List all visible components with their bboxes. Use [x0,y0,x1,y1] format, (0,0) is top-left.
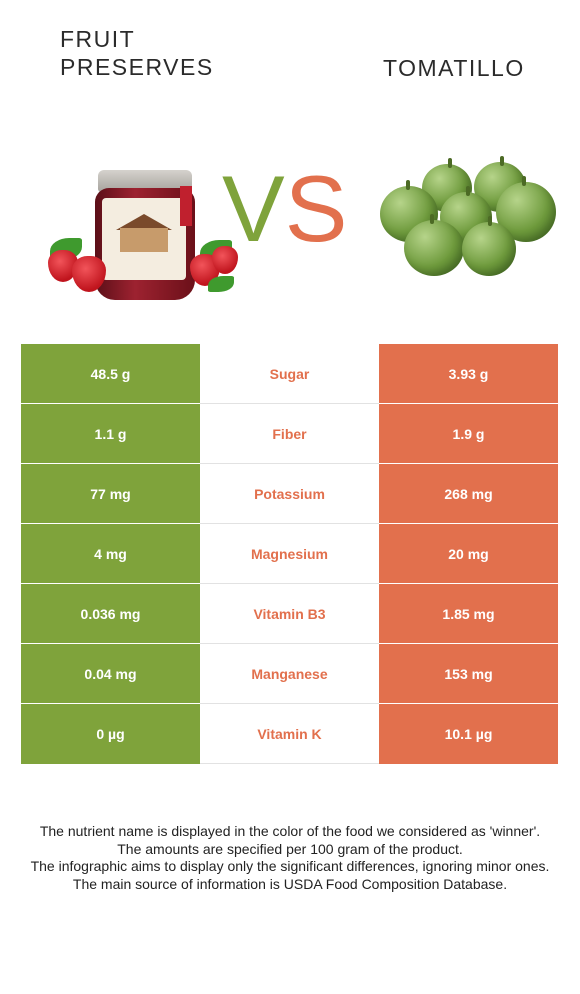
table-row: 0.04 mg Manganese 153 mg [21,644,558,704]
nutrient-name: Vitamin B3 [200,584,379,644]
tomatillo-fruit-icon [462,216,516,276]
right-value: 20 mg [379,524,558,584]
strawberry-icon [72,256,106,292]
footer-line: The amounts are specified per 100 gram o… [117,840,463,857]
jar-label [102,198,186,280]
nutrient-name: Manganese [200,644,379,704]
table-row: 0 µg Vitamin K 10.1 µg [21,704,558,764]
right-value: 268 mg [379,464,558,524]
table-row: 0.036 mg Vitamin B3 1.85 mg [21,584,558,644]
strawberry-icon [212,246,238,274]
footer-line: The main source of information is USDA F… [72,875,508,892]
table-row: 48.5 g Sugar 3.93 g [21,344,558,404]
fruit-preserves-jar-image [40,150,240,310]
vs-label: VS [222,162,347,256]
strawberry-leaf-icon [208,276,234,292]
left-value: 77 mg [21,464,200,524]
jar-tag [180,186,192,226]
footer-line: The infographic aims to display only the… [30,858,550,874]
tomatillo-fruit-icon [404,214,464,276]
left-value: 4 mg [21,524,200,584]
vs-s-letter: S [284,156,348,261]
left-value: 0.036 mg [21,584,200,644]
right-value: 10.1 µg [379,704,558,764]
jar-label-roof [116,214,172,230]
table-row: 1.1 g Fiber 1.9 g [21,404,558,464]
right-food-title: TOMATILLO [383,55,525,81]
nutrient-name: Fiber [200,404,379,464]
right-value: 3.93 g [379,344,558,404]
table-row: 4 mg Magnesium 20 mg [21,524,558,584]
nutrient-name: Magnesium [200,524,379,584]
right-value: 1.85 mg [379,584,558,644]
right-value: 1.9 g [379,404,558,464]
footer-line: The nutrient name is displayed in the co… [39,823,541,839]
left-value: 1.1 g [21,404,200,464]
nutrient-comparison-table: 48.5 g Sugar 3.93 g 1.1 g Fiber 1.9 g 77… [21,344,558,764]
tomatillo-image [376,156,562,282]
left-value: 0 µg [21,704,200,764]
vs-v-letter: V [222,156,285,261]
table-row: 77 mg Potassium 268 mg [21,464,558,524]
nutrient-name: Potassium [200,464,379,524]
left-value: 0.04 mg [21,644,200,704]
right-value: 153 mg [379,644,558,704]
nutrient-name: Sugar [200,344,379,404]
jar-label-house [120,228,168,252]
left-value: 48.5 g [21,344,200,404]
nutrient-name: Vitamin K [200,704,379,764]
left-food-title: FRUIT PRESERVES [60,26,214,80]
footer-notes: The nutrient name is displayed in the co… [30,823,550,893]
jar-lid [98,170,192,192]
